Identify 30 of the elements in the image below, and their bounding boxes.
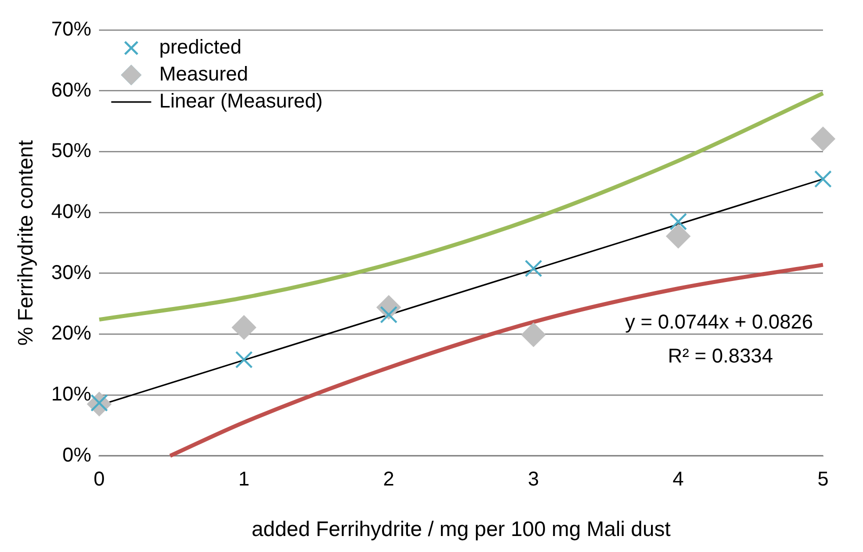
y-tick-label: 40%: [51, 201, 92, 223]
point: [524, 260, 542, 278]
x-tick-label: 1: [238, 468, 250, 490]
y-tick-label: 70%: [51, 18, 92, 41]
point: [521, 322, 546, 347]
x-tick-label: 0: [94, 468, 105, 490]
point: [666, 224, 690, 248]
y-tick-label: 0%: [62, 444, 92, 466]
y-tick-label: 60%: [51, 79, 92, 102]
legend-label: Linear (Measured): [159, 90, 323, 113]
y-tick-label: 10%: [51, 383, 92, 406]
y-tick-label: 30%: [51, 262, 92, 284]
legend-label: Measured: [159, 64, 248, 86]
point: [235, 350, 253, 368]
point: [669, 212, 688, 230]
y-axis-title: % Ferrihydrite content: [14, 140, 38, 346]
x-tick-label: 2: [383, 468, 394, 490]
annotation: y = 0.0744x + 0.0826: [625, 312, 813, 334]
y-tick-label: 50%: [51, 140, 92, 162]
point: [814, 170, 832, 188]
x-tick-label: 3: [528, 468, 540, 490]
point: [232, 315, 256, 340]
legend-label: predicted: [159, 36, 242, 59]
annotation: R² = 0.8334: [668, 346, 773, 368]
point: [811, 126, 835, 151]
y-tick-label: 20%: [51, 322, 92, 345]
line-series: [168, 262, 825, 458]
x-tick-label: 4: [672, 468, 684, 490]
x-axis-title: added Ferrihydrite / mg per 100 mg Mali dust: [252, 518, 671, 542]
x-tick-label: 5: [817, 468, 829, 490]
